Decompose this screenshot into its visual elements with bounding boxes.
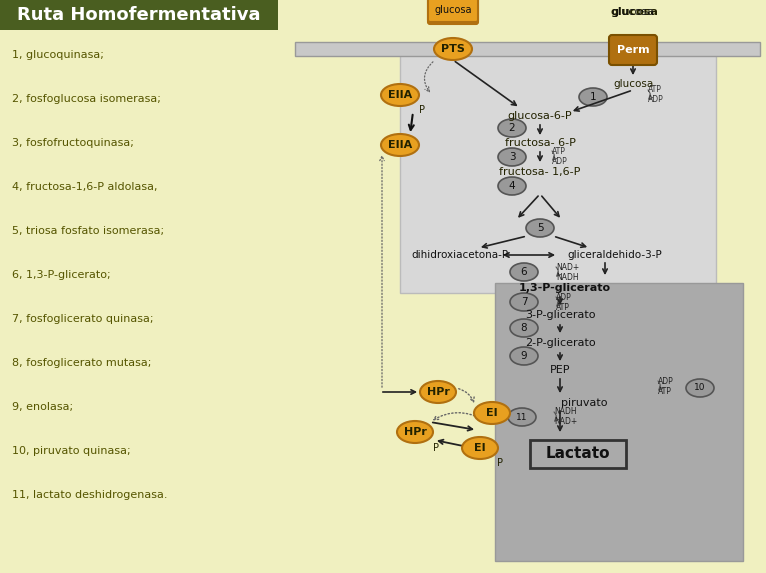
Ellipse shape	[498, 177, 526, 195]
FancyBboxPatch shape	[609, 35, 657, 65]
Text: NADH: NADH	[554, 407, 577, 417]
Text: EI: EI	[486, 408, 498, 418]
Text: ADP: ADP	[658, 376, 674, 386]
Text: 1: 1	[590, 92, 596, 102]
Ellipse shape	[498, 119, 526, 137]
Text: 5, triosa fosfato isomerasa;: 5, triosa fosfato isomerasa;	[12, 226, 164, 236]
Text: ADP: ADP	[556, 292, 571, 301]
Ellipse shape	[508, 408, 536, 426]
Ellipse shape	[526, 219, 554, 237]
Text: EIIA: EIIA	[388, 140, 412, 150]
Text: Ruta Homofermentativa: Ruta Homofermentativa	[18, 6, 260, 24]
FancyBboxPatch shape	[530, 440, 626, 468]
Ellipse shape	[381, 134, 419, 156]
Text: 1, glucoquinasa;: 1, glucoquinasa;	[12, 50, 104, 60]
Text: 7: 7	[521, 297, 527, 307]
Text: glucosa: glucosa	[611, 7, 654, 17]
Text: 3-P-glicerato: 3-P-glicerato	[525, 310, 595, 320]
Text: Lactato: Lactato	[545, 446, 611, 461]
Text: 9, enolasa;: 9, enolasa;	[12, 402, 73, 412]
FancyBboxPatch shape	[428, 0, 478, 24]
Text: P: P	[433, 443, 439, 453]
Ellipse shape	[686, 379, 714, 397]
Text: 2, fosfoglucosa isomerasa;: 2, fosfoglucosa isomerasa;	[12, 94, 161, 104]
Ellipse shape	[498, 148, 526, 166]
Text: ATP: ATP	[556, 303, 570, 312]
Text: 2: 2	[509, 123, 516, 133]
Ellipse shape	[510, 347, 538, 365]
Ellipse shape	[397, 421, 433, 443]
Text: fructosa- 1,6-P: fructosa- 1,6-P	[499, 167, 581, 177]
Text: P: P	[419, 105, 425, 115]
Text: ATP: ATP	[552, 147, 566, 155]
Text: P: P	[497, 458, 503, 468]
Text: glucosa: glucosa	[432, 6, 474, 16]
Text: NADH: NADH	[556, 273, 578, 281]
FancyBboxPatch shape	[495, 283, 743, 561]
Text: 4: 4	[509, 181, 516, 191]
Ellipse shape	[420, 381, 456, 403]
Text: EIIA: EIIA	[388, 90, 412, 100]
Ellipse shape	[510, 319, 538, 337]
Text: 6: 6	[521, 267, 527, 277]
Text: 5: 5	[537, 223, 543, 233]
Text: PEP: PEP	[550, 365, 570, 375]
Text: 6, 1,3-P-glicerato;: 6, 1,3-P-glicerato;	[12, 270, 110, 280]
Text: PTS: PTS	[441, 44, 465, 54]
Text: 4, fructosa-1,6-P aldolasa,: 4, fructosa-1,6-P aldolasa,	[12, 182, 158, 192]
Text: HPr: HPr	[404, 427, 427, 437]
Text: 8, fosfoglicerato mutasa;: 8, fosfoglicerato mutasa;	[12, 358, 152, 368]
Text: glucosa: glucosa	[434, 5, 472, 15]
Text: 10, piruvato quinasa;: 10, piruvato quinasa;	[12, 446, 131, 456]
Text: NAD+: NAD+	[554, 418, 578, 426]
FancyBboxPatch shape	[0, 0, 278, 30]
Text: glucosa-6-P: glucosa-6-P	[508, 111, 572, 121]
Text: ATP: ATP	[648, 85, 662, 95]
Text: glucosa: glucosa	[610, 7, 658, 17]
Text: glucosa: glucosa	[613, 79, 653, 89]
Text: 10: 10	[694, 383, 705, 393]
Ellipse shape	[381, 84, 419, 106]
Text: 1,3-P-glicerato: 1,3-P-glicerato	[519, 283, 611, 293]
FancyBboxPatch shape	[295, 42, 760, 56]
Ellipse shape	[579, 88, 607, 106]
Text: NAD+: NAD+	[556, 262, 579, 272]
Text: 3: 3	[509, 152, 516, 162]
Ellipse shape	[510, 263, 538, 281]
Text: HPr: HPr	[427, 387, 450, 397]
Text: 9: 9	[521, 351, 527, 361]
Text: ADP: ADP	[648, 96, 664, 104]
Text: 7, fosfoglicerato quinasa;: 7, fosfoglicerato quinasa;	[12, 314, 153, 324]
Ellipse shape	[474, 402, 510, 424]
Text: gliceraldehido-3-P: gliceraldehido-3-P	[568, 250, 663, 260]
Text: piruvato: piruvato	[561, 398, 607, 408]
Ellipse shape	[510, 293, 538, 311]
Ellipse shape	[462, 437, 498, 459]
Text: 2-P-glicerato: 2-P-glicerato	[525, 338, 595, 348]
Text: fructosa- 6-P: fructosa- 6-P	[505, 138, 575, 148]
Text: ATP: ATP	[658, 387, 672, 395]
FancyBboxPatch shape	[400, 55, 716, 293]
Text: Perm: Perm	[617, 45, 650, 55]
Text: 8: 8	[521, 323, 527, 333]
Text: 3, fosfofructoquinasa;: 3, fosfofructoquinasa;	[12, 138, 134, 148]
FancyBboxPatch shape	[428, 0, 478, 22]
Text: EI: EI	[474, 443, 486, 453]
Text: glucosa: glucosa	[429, 7, 477, 17]
Text: 11, lactato deshidrogenasa.: 11, lactato deshidrogenasa.	[12, 490, 168, 500]
Text: dihidroxiacetona-P: dihidroxiacetona-P	[411, 250, 509, 260]
Text: 11: 11	[516, 413, 528, 422]
Ellipse shape	[434, 38, 472, 60]
Text: ADP: ADP	[552, 156, 568, 166]
